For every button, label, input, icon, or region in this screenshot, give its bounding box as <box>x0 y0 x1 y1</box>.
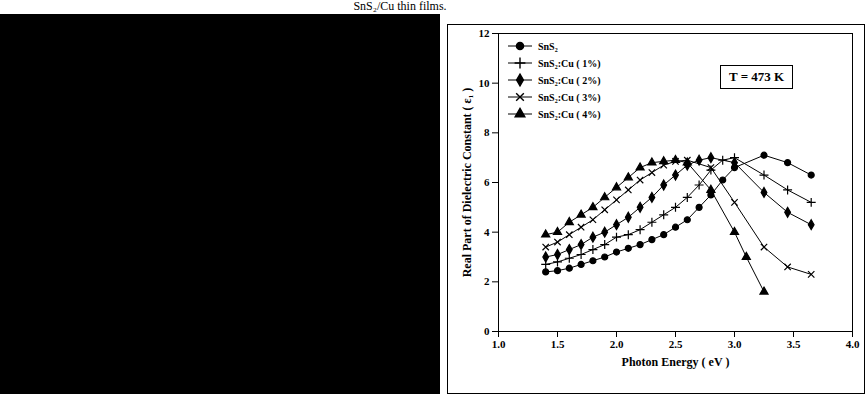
svg-text:4.0: 4.0 <box>846 338 860 350</box>
svg-text:6: 6 <box>484 176 490 188</box>
svg-text:12: 12 <box>479 27 491 39</box>
svg-text:2.5: 2.5 <box>669 338 683 350</box>
svg-text:SnS₂:Cu ( 2%): SnS₂:Cu ( 2%) <box>538 75 600 87</box>
svg-text:SnS₂:Cu ( 1%): SnS₂:Cu ( 1%) <box>538 58 600 70</box>
svg-text:1.5: 1.5 <box>551 338 565 350</box>
svg-text:2.0: 2.0 <box>610 338 624 350</box>
svg-text:SnS₂:Cu ( 4%): SnS₂:Cu ( 4%) <box>538 109 600 121</box>
svg-text:3.5: 3.5 <box>787 338 801 350</box>
svg-text:Real Part of Dielectric Consta: Real Part of Dielectric Constant ( ε₁ ) <box>460 88 474 278</box>
html-text:SnS₂/Cu thin films.: SnS₂/Cu thin films. <box>353 0 447 13</box>
svg-text:SnS₂:Cu ( 3%): SnS₂:Cu ( 3%) <box>538 92 600 104</box>
svg-text:SnS₂: SnS₂ <box>538 41 558 52</box>
svg-text:3.0: 3.0 <box>728 338 742 350</box>
svg-text:2: 2 <box>484 275 490 287</box>
svg-text:10: 10 <box>479 77 491 89</box>
html-text:T = 473 K: T = 473 K <box>729 69 785 84</box>
svg-text:8: 8 <box>484 126 490 138</box>
svg-text:0: 0 <box>484 325 490 337</box>
svg-text:1.0: 1.0 <box>492 338 506 350</box>
svg-text:4: 4 <box>484 226 490 238</box>
svg-text:Photon Energy ( eV ): Photon Energy ( eV ) <box>622 355 730 369</box>
